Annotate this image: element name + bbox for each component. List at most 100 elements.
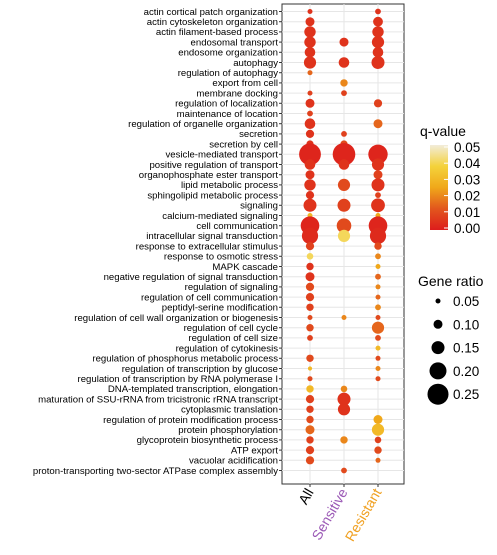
data-point [374,242,382,250]
data-point [304,47,316,58]
data-point [303,198,317,212]
y-tick-label: maturation of SSU-rRNA from tricistronic… [38,394,278,405]
data-point [371,56,385,69]
data-point [373,170,383,180]
data-point [307,315,313,320]
y-tick-label: response to osmotic stress [164,252,278,263]
data-point [372,26,384,38]
data-point [306,405,314,413]
colorbar-tick-label: 0.05 [454,140,480,155]
data-point [306,252,314,260]
y-tick-label: endosome organization [178,48,278,59]
data-point [337,178,351,191]
data-point [374,436,382,444]
gene-ratio-key-label: 0.10 [453,317,479,332]
data-point [375,8,381,15]
y-tick-label: MAPK cascade [212,262,278,273]
y-tick-label: regulation of organelle organization [128,119,278,130]
data-point [305,170,315,180]
data-point [307,9,313,14]
data-point [307,90,313,96]
gene-ratio-key-dot [431,341,445,355]
data-point [375,355,381,361]
y-tick-label: secretion by cell [209,139,278,150]
data-point [337,229,351,242]
y-tick-label: sphingolipid metabolic process [147,190,278,201]
y-tick-label: regulation of cytokinesis [176,343,279,354]
data-point [373,119,383,129]
gene-ratio-key-label: 0.15 [453,341,479,356]
y-tick-label: regulation of autophagy [178,68,278,79]
data-point [307,335,313,341]
y-tick-label: endosomal transport [191,37,279,48]
data-point [340,79,348,87]
y-tick-label: regulation of localization [175,99,278,110]
y-tick-label: regulation of phosphorus metabolic proce… [92,354,278,365]
data-point [339,37,349,47]
data-point [375,335,381,341]
data-point [305,282,315,291]
data-point [375,315,381,320]
y-tick-label: cell communication [196,221,278,232]
data-point [337,403,351,416]
y-tick-label: organophosphate ester transport [139,170,279,181]
data-point [304,26,316,38]
y-tick-label: DNA-templated transcription, elongation [108,384,278,395]
colorbar-tick-label: 0.04 [454,156,481,171]
data-point [299,143,321,166]
colorbar-tick-label: 0.01 [454,205,480,220]
data-point [306,385,314,393]
y-tick-label: negative regulation of signal transducti… [104,272,278,283]
data-point [369,227,387,244]
colorbar-tick-label: 0.02 [454,189,480,204]
data-point [303,56,317,69]
data-point [304,118,316,129]
data-point [305,293,315,302]
data-point [341,467,347,474]
gene-ratio-key-label: 0.20 [453,364,479,379]
data-point [306,303,314,311]
data-point [341,315,347,320]
data-point [306,436,314,444]
data-point [371,178,385,192]
gene-ratio-key-label: 0.25 [453,387,479,402]
data-point [375,345,381,351]
x-tick-label: All [295,486,317,507]
data-point [373,16,383,27]
y-tick-label: calcium-mediated signaling [162,211,278,222]
y-tick-label: regulation of signaling [185,282,278,293]
y-tick-label: autophagy [233,58,278,69]
y-tick-label: peptidyl-serine modification [162,303,278,314]
y-tick-label: positive regulation of transport [149,160,278,171]
data-point [305,242,315,251]
y-tick-label: actin cytoskeleton organization [147,17,278,28]
y-tick-label: regulation of protein modification proce… [103,415,278,426]
y-tick-label: response to extracellular stimulus [136,241,279,252]
y-tick-label: regulation of cell wall organization or … [74,313,278,324]
data-point [375,366,381,371]
data-point [307,366,313,371]
data-point [304,159,316,170]
y-tick-label: vacuolar acidification [189,456,278,467]
data-point [305,456,315,465]
data-point [371,36,385,49]
data-point [375,264,381,269]
data-point [371,321,385,334]
y-tick-label: proton-transporting two-sector ATPase co… [33,466,278,477]
data-point [375,273,381,280]
data-point [375,294,381,300]
y-tick-label: cytoplasmic translation [181,405,278,416]
data-point [338,57,350,68]
data-point [306,415,314,424]
data-point [375,192,381,199]
q-value-colorbar [430,145,448,230]
y-tick-label: secretion [239,129,278,140]
data-point [301,227,319,244]
data-point [371,158,385,171]
data-point [336,218,352,233]
y-tick-label: regulation of cell communication [141,292,278,303]
